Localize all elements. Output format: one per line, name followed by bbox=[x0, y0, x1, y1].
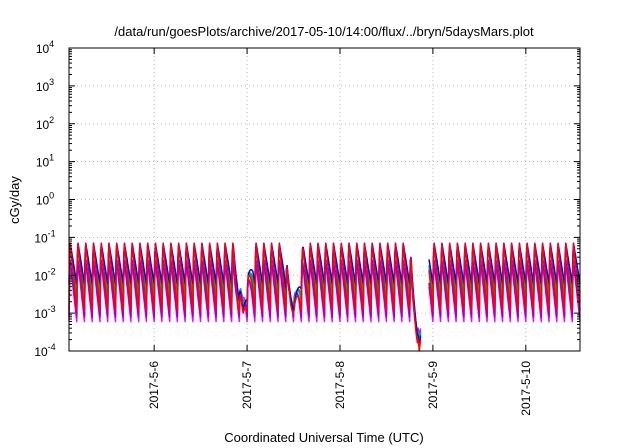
y-tick-label: 10-3 bbox=[34, 304, 55, 321]
y-axis-label: cGy/day bbox=[7, 176, 22, 224]
y-tick-label: 103 bbox=[36, 77, 54, 94]
y-tick-label: 10-1 bbox=[34, 228, 55, 245]
x-axis-label: Coordinated Universal Time (UTC) bbox=[224, 430, 423, 445]
y-tick-label: 102 bbox=[36, 115, 54, 132]
y-tick-label: 100 bbox=[36, 191, 54, 208]
x-tick-label: 2017-5-8 bbox=[333, 361, 347, 409]
y-tick-label: 10-4 bbox=[34, 342, 55, 359]
x-axis: 2017-5-6 2017-5-7 2017-5-8 2017-5-9 2017-5-1… bbox=[147, 48, 533, 416]
plot-area bbox=[68, 242, 581, 352]
x-tick-label: 2017-5-9 bbox=[426, 361, 440, 409]
y-tick-label: 104 bbox=[36, 39, 54, 56]
x-tick-label: 2017-5-10 bbox=[519, 361, 533, 416]
y-axis: 10-4 10-3 10-2 10-1 100 101 102 103 104 bbox=[34, 39, 580, 359]
y-tick-label: 10-2 bbox=[34, 266, 55, 283]
y-tick-label: 101 bbox=[36, 153, 54, 170]
x-tick-label: 2017-5-6 bbox=[147, 361, 161, 409]
chart-title: /data/run/goesPlots/archive/2017-05-10/1… bbox=[114, 24, 534, 39]
series-line bbox=[68, 243, 581, 352]
x-tick-label: 2017-5-7 bbox=[240, 361, 254, 409]
